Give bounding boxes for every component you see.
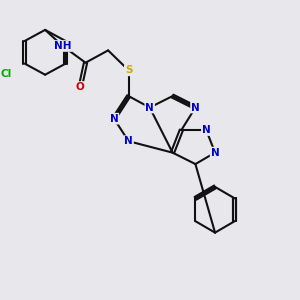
Text: Cl: Cl — [0, 69, 11, 80]
Text: N: N — [202, 125, 211, 135]
Text: N: N — [191, 103, 200, 112]
Text: NH: NH — [54, 41, 71, 51]
Text: N: N — [145, 103, 154, 112]
Text: S: S — [125, 65, 132, 75]
Text: N: N — [110, 114, 118, 124]
Text: O: O — [76, 82, 85, 92]
Text: N: N — [124, 136, 133, 146]
Text: N: N — [211, 148, 219, 158]
